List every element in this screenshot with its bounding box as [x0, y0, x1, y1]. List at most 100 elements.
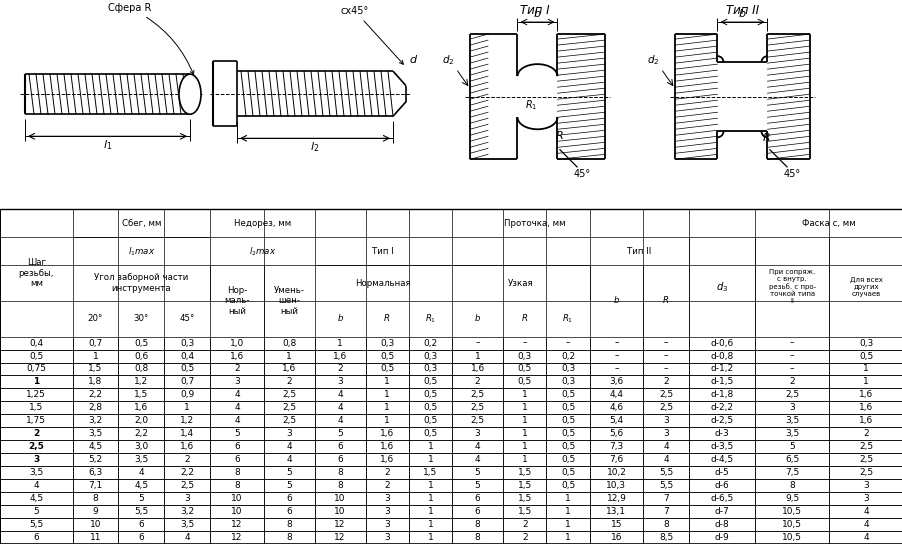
Text: 4: 4	[862, 520, 868, 529]
Text: cx45°: cx45°	[340, 6, 403, 64]
Text: –: –	[474, 338, 479, 348]
Text: 0,3: 0,3	[423, 364, 437, 374]
Text: $R_1$: $R_1$	[525, 98, 538, 112]
Text: 6: 6	[474, 494, 480, 503]
Text: b: b	[337, 314, 343, 323]
Text: 6: 6	[234, 455, 240, 464]
Text: 1,2: 1,2	[134, 378, 148, 386]
Text: d-6: d-6	[714, 481, 729, 490]
Text: 1: 1	[521, 416, 527, 425]
Polygon shape	[72, 301, 118, 337]
Text: –: –	[613, 351, 618, 361]
Text: d-4,5: d-4,5	[710, 455, 733, 464]
Text: 3: 3	[384, 494, 390, 503]
Text: 5,5: 5,5	[134, 507, 148, 516]
Text: 5,5: 5,5	[658, 481, 673, 490]
Text: 2,2: 2,2	[134, 429, 148, 438]
Text: 0,7: 0,7	[88, 338, 103, 348]
Text: Шаг
резьбы,
мм: Шаг резьбы, мм	[19, 258, 54, 288]
Text: –: –	[663, 338, 667, 348]
Text: d-0,8: d-0,8	[710, 351, 733, 361]
Text: d: d	[409, 55, 416, 65]
Polygon shape	[164, 301, 210, 337]
Text: 12: 12	[334, 520, 345, 529]
Text: 8: 8	[474, 533, 480, 542]
Text: 3,2: 3,2	[88, 416, 103, 425]
Text: 3: 3	[862, 481, 868, 490]
Text: 0,9: 0,9	[179, 391, 194, 399]
Text: 4,5: 4,5	[29, 494, 43, 503]
Text: 3: 3	[184, 494, 190, 503]
Text: 5: 5	[474, 468, 480, 477]
Text: 2,5: 2,5	[658, 403, 672, 412]
Text: 1,75: 1,75	[26, 416, 46, 425]
Text: 2,0: 2,0	[134, 416, 148, 425]
Text: Для всех
других
случаев: Для всех других случаев	[849, 277, 881, 297]
Text: R: R	[761, 133, 769, 143]
Text: 4: 4	[663, 455, 668, 464]
Text: Проточка, мм: Проточка, мм	[503, 219, 566, 228]
Text: Тип I: Тип I	[520, 4, 549, 17]
Text: 7,3: 7,3	[609, 442, 623, 452]
Text: d-7: d-7	[714, 507, 729, 516]
Text: 2: 2	[384, 468, 390, 477]
Text: 3,5: 3,5	[88, 429, 103, 438]
Text: 1: 1	[384, 378, 390, 386]
Polygon shape	[828, 237, 902, 337]
Text: 1,6: 1,6	[380, 429, 394, 438]
Text: R: R	[662, 296, 668, 306]
Text: $l_2$max: $l_2$max	[248, 245, 276, 258]
Text: 1: 1	[428, 455, 433, 464]
Polygon shape	[452, 237, 589, 265]
Text: 3: 3	[234, 378, 240, 386]
Text: 0,5: 0,5	[560, 429, 575, 438]
Text: 4: 4	[474, 455, 480, 464]
Text: 1,4: 1,4	[180, 429, 194, 438]
Text: 3: 3	[788, 403, 794, 412]
Text: 5,4: 5,4	[609, 416, 622, 425]
Text: $l_1$: $l_1$	[103, 138, 112, 152]
Text: 7: 7	[662, 507, 668, 516]
Text: 2: 2	[184, 455, 189, 464]
Text: 11: 11	[89, 533, 101, 542]
Text: 8: 8	[662, 520, 668, 529]
Text: 1: 1	[384, 416, 390, 425]
Text: 6: 6	[286, 507, 291, 516]
Text: b: b	[474, 314, 480, 323]
Polygon shape	[452, 301, 502, 337]
Text: 7,6: 7,6	[609, 455, 623, 464]
Text: 5: 5	[788, 442, 794, 452]
Text: 0,2: 0,2	[560, 351, 575, 361]
Text: 1: 1	[428, 533, 433, 542]
Text: d-9: d-9	[714, 533, 729, 542]
Text: 3,5: 3,5	[179, 520, 194, 529]
Text: 0,5: 0,5	[560, 391, 575, 399]
Text: 1: 1	[521, 455, 527, 464]
Text: 0,5: 0,5	[560, 481, 575, 490]
Text: 45°: 45°	[179, 314, 195, 323]
Text: b: b	[738, 9, 745, 19]
Text: 4: 4	[33, 481, 39, 490]
Text: 0,8: 0,8	[134, 364, 148, 374]
Text: b: b	[613, 296, 619, 306]
Text: 2: 2	[33, 429, 40, 438]
Text: Угол заборной части
инструмента: Угол заборной части инструмента	[94, 274, 189, 293]
Text: 3: 3	[33, 455, 40, 464]
Text: –: –	[522, 338, 527, 348]
Text: 0,5: 0,5	[858, 351, 872, 361]
Text: $d_3$: $d_3$	[715, 280, 728, 294]
Text: 7,5: 7,5	[784, 468, 798, 477]
Text: 6: 6	[33, 533, 39, 542]
Text: 3: 3	[384, 533, 390, 542]
Text: 1,8: 1,8	[88, 378, 103, 386]
Text: Нормальная: Нормальная	[355, 279, 410, 288]
Text: 3,6: 3,6	[609, 378, 623, 386]
Text: 2: 2	[521, 533, 527, 542]
Text: –: –	[613, 364, 618, 374]
Text: 5,2: 5,2	[88, 455, 103, 464]
Text: –: –	[613, 338, 618, 348]
Text: 12: 12	[231, 533, 243, 542]
Text: 0,5: 0,5	[517, 364, 531, 374]
Text: 2: 2	[336, 364, 343, 374]
Text: 20°: 20°	[87, 314, 103, 323]
